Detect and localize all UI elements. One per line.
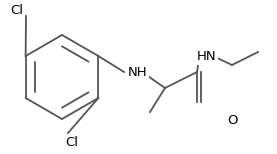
- Text: O: O: [227, 113, 237, 126]
- Text: Cl: Cl: [65, 136, 78, 150]
- Text: Cl: Cl: [11, 4, 24, 16]
- Text: NH: NH: [128, 65, 148, 79]
- Text: HN: HN: [197, 51, 217, 63]
